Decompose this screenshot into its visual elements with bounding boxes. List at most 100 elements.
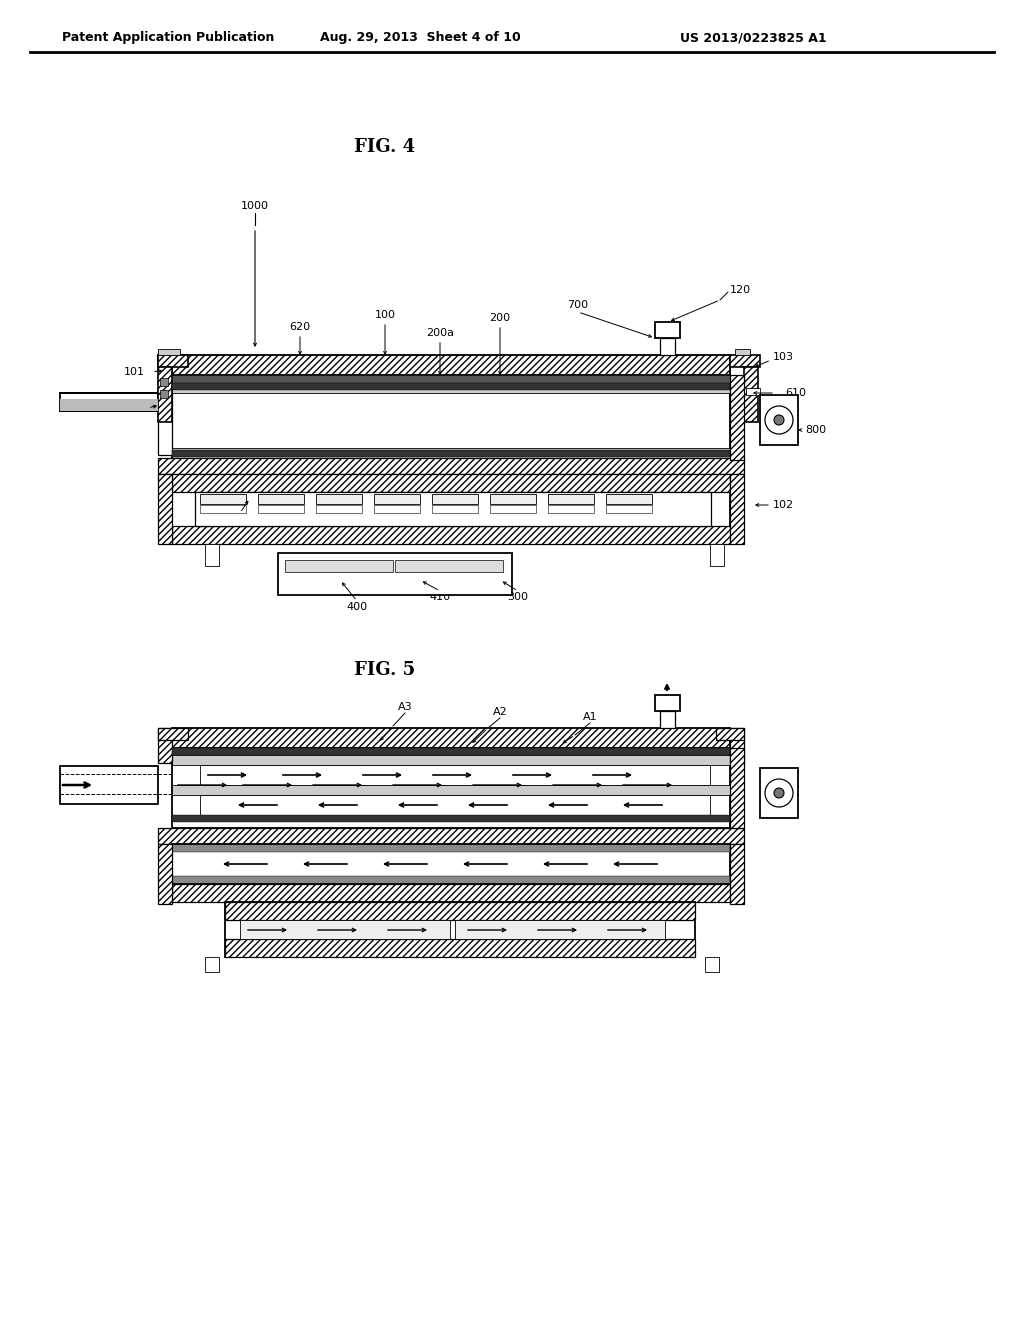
Bar — [316, 506, 362, 513]
Bar — [374, 506, 420, 513]
Bar — [205, 957, 219, 972]
Bar — [158, 474, 172, 544]
Bar — [744, 367, 758, 422]
Bar — [432, 494, 478, 504]
Bar — [172, 843, 730, 851]
Text: 103: 103 — [773, 352, 794, 362]
Bar — [225, 902, 695, 920]
Bar — [60, 393, 158, 411]
Bar — [746, 388, 760, 395]
Bar — [225, 939, 695, 957]
Circle shape — [774, 788, 784, 799]
Bar — [455, 920, 665, 939]
Bar — [172, 375, 730, 383]
Bar — [258, 506, 304, 513]
Bar — [548, 494, 594, 504]
Bar — [735, 348, 750, 355]
Text: 200a: 200a — [426, 327, 454, 338]
Bar — [172, 383, 730, 393]
Bar — [200, 494, 246, 504]
Text: 120: 120 — [730, 285, 752, 294]
Bar — [200, 795, 710, 814]
Bar — [158, 348, 180, 355]
Bar — [432, 506, 478, 513]
Bar — [158, 729, 188, 741]
Text: 100: 100 — [375, 310, 395, 319]
Bar — [258, 494, 304, 504]
Bar — [158, 375, 172, 455]
Bar — [158, 355, 170, 367]
Bar — [195, 492, 711, 525]
Text: 101: 101 — [124, 367, 145, 378]
Bar — [730, 474, 744, 544]
Bar — [172, 447, 730, 458]
Circle shape — [774, 414, 784, 425]
Bar — [160, 389, 168, 399]
Bar — [490, 494, 536, 504]
Bar — [606, 506, 652, 513]
Text: 300: 300 — [508, 591, 528, 602]
Text: 1000: 1000 — [241, 201, 269, 211]
Bar — [730, 748, 744, 828]
Bar — [158, 843, 172, 904]
Bar — [172, 748, 730, 828]
Bar — [60, 399, 158, 405]
Bar — [655, 322, 680, 338]
Bar — [606, 494, 652, 504]
Bar — [158, 367, 172, 422]
Text: Aug. 29, 2013  Sheet 4 of 10: Aug. 29, 2013 Sheet 4 of 10 — [319, 32, 520, 45]
Bar — [716, 729, 744, 741]
Bar — [760, 395, 798, 445]
Bar — [172, 375, 730, 459]
Bar — [710, 544, 724, 566]
Text: 200: 200 — [489, 313, 511, 323]
Bar — [172, 884, 730, 902]
Bar — [172, 355, 730, 375]
Text: 300a: 300a — [226, 513, 254, 524]
Bar — [730, 843, 744, 904]
Bar — [158, 355, 188, 367]
Bar — [158, 367, 188, 379]
Bar — [60, 405, 158, 411]
Text: A2: A2 — [493, 708, 507, 717]
Bar — [172, 474, 730, 492]
Bar — [172, 525, 730, 544]
Bar — [172, 729, 730, 748]
Bar — [158, 828, 744, 843]
Text: Patent Application Publication: Patent Application Publication — [62, 32, 274, 45]
Circle shape — [765, 779, 793, 807]
Bar — [285, 560, 393, 572]
Bar — [172, 785, 730, 795]
Text: US 2013/0223825 A1: US 2013/0223825 A1 — [680, 32, 826, 45]
Bar — [158, 458, 744, 474]
Text: A3: A3 — [397, 702, 413, 711]
Bar — [172, 450, 730, 457]
Bar — [730, 375, 744, 459]
Circle shape — [765, 407, 793, 434]
Text: 110: 110 — [119, 403, 140, 413]
Bar — [160, 378, 168, 385]
Text: 400: 400 — [346, 602, 368, 612]
Text: FIG. 5: FIG. 5 — [354, 661, 416, 678]
Bar — [655, 696, 680, 711]
Bar — [240, 920, 450, 939]
Bar — [374, 494, 420, 504]
Bar — [225, 902, 695, 957]
Text: 620: 620 — [290, 322, 310, 333]
Bar — [172, 474, 730, 544]
Bar — [660, 338, 675, 355]
Text: 410: 410 — [429, 591, 451, 602]
Bar — [158, 729, 172, 763]
Bar — [200, 506, 246, 513]
Bar — [172, 814, 730, 822]
Bar — [60, 766, 158, 804]
Bar — [730, 729, 744, 763]
Text: 700: 700 — [567, 300, 589, 310]
Bar — [172, 755, 730, 766]
Bar — [200, 766, 710, 785]
Text: 102: 102 — [773, 500, 795, 510]
Bar — [205, 544, 219, 566]
Bar — [172, 843, 730, 884]
Bar — [660, 711, 675, 729]
Bar — [705, 957, 719, 972]
